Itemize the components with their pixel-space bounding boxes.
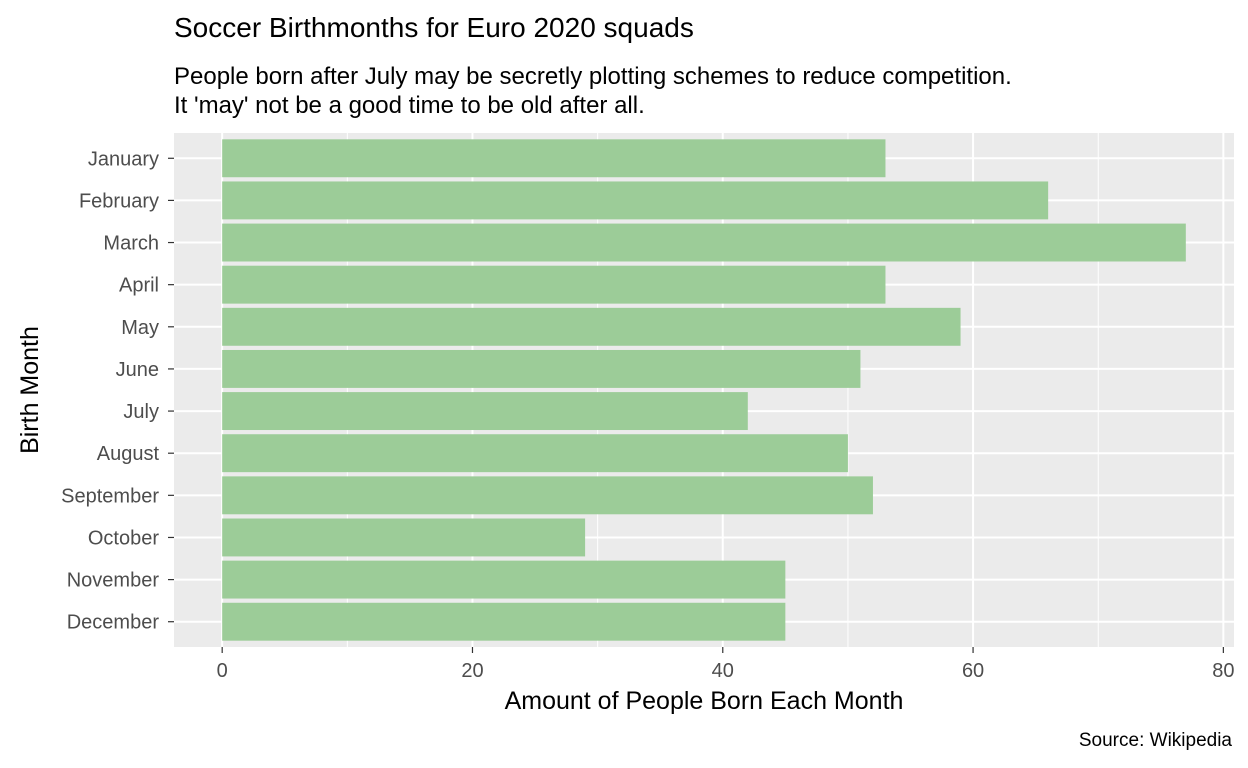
y-tick-label: March [103, 233, 159, 255]
x-axis: 0 20 40 60 80 [217, 647, 1234, 682]
y-tick-label: April [119, 275, 159, 297]
bar-february [222, 181, 1049, 220]
x-tick-label: 80 [1212, 660, 1234, 682]
bar-july [222, 392, 748, 431]
bar-december [222, 602, 786, 641]
bar-january [222, 139, 886, 178]
bar-june [222, 349, 861, 388]
x-axis-title: Amount of People Born Each Month [505, 687, 904, 715]
bar-november [222, 560, 786, 599]
chart-subtitle: People born after July may be secretly p… [174, 62, 1012, 120]
y-tick-label: February [79, 190, 159, 212]
y-tick-label: July [123, 401, 159, 423]
y-axis: January February March April May June July Augu… [61, 148, 174, 634]
x-tick-label: 60 [962, 660, 984, 682]
y-tick-label: June [116, 359, 159, 381]
y-tick-label: November [67, 570, 160, 592]
bars [222, 139, 1186, 641]
bar-october [222, 518, 586, 557]
y-tick-label: May [121, 317, 159, 339]
y-tick-label: October [88, 527, 159, 549]
bar-april [222, 265, 886, 304]
x-tick-label: 0 [217, 660, 228, 682]
y-tick-label: January [88, 148, 159, 170]
subtitle-line-2: It 'may' not be a good time to be old af… [174, 92, 645, 119]
bar-may [222, 307, 961, 346]
y-tick-label: September [61, 485, 159, 507]
bar-august [222, 434, 848, 473]
y-tick-label: August [97, 443, 160, 465]
bar-march [222, 223, 1186, 262]
y-axis-title: Birth Month [16, 326, 44, 454]
x-tick-label: 20 [461, 660, 483, 682]
x-tick-label: 40 [712, 660, 734, 682]
y-tick-label: December [67, 612, 160, 634]
bar-september [222, 476, 873, 515]
chart-title: Soccer Birthmonths for Euro 2020 squads [174, 12, 694, 43]
subtitle-line-1: People born after July may be secretly p… [174, 63, 1012, 90]
source-caption: Source: Wikipedia [1078, 730, 1232, 751]
